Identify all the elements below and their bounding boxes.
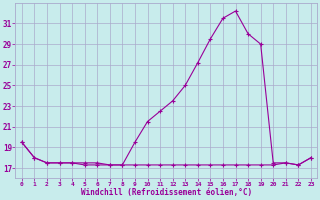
X-axis label: Windchill (Refroidissement éolien,°C): Windchill (Refroidissement éolien,°C) (81, 188, 252, 197)
